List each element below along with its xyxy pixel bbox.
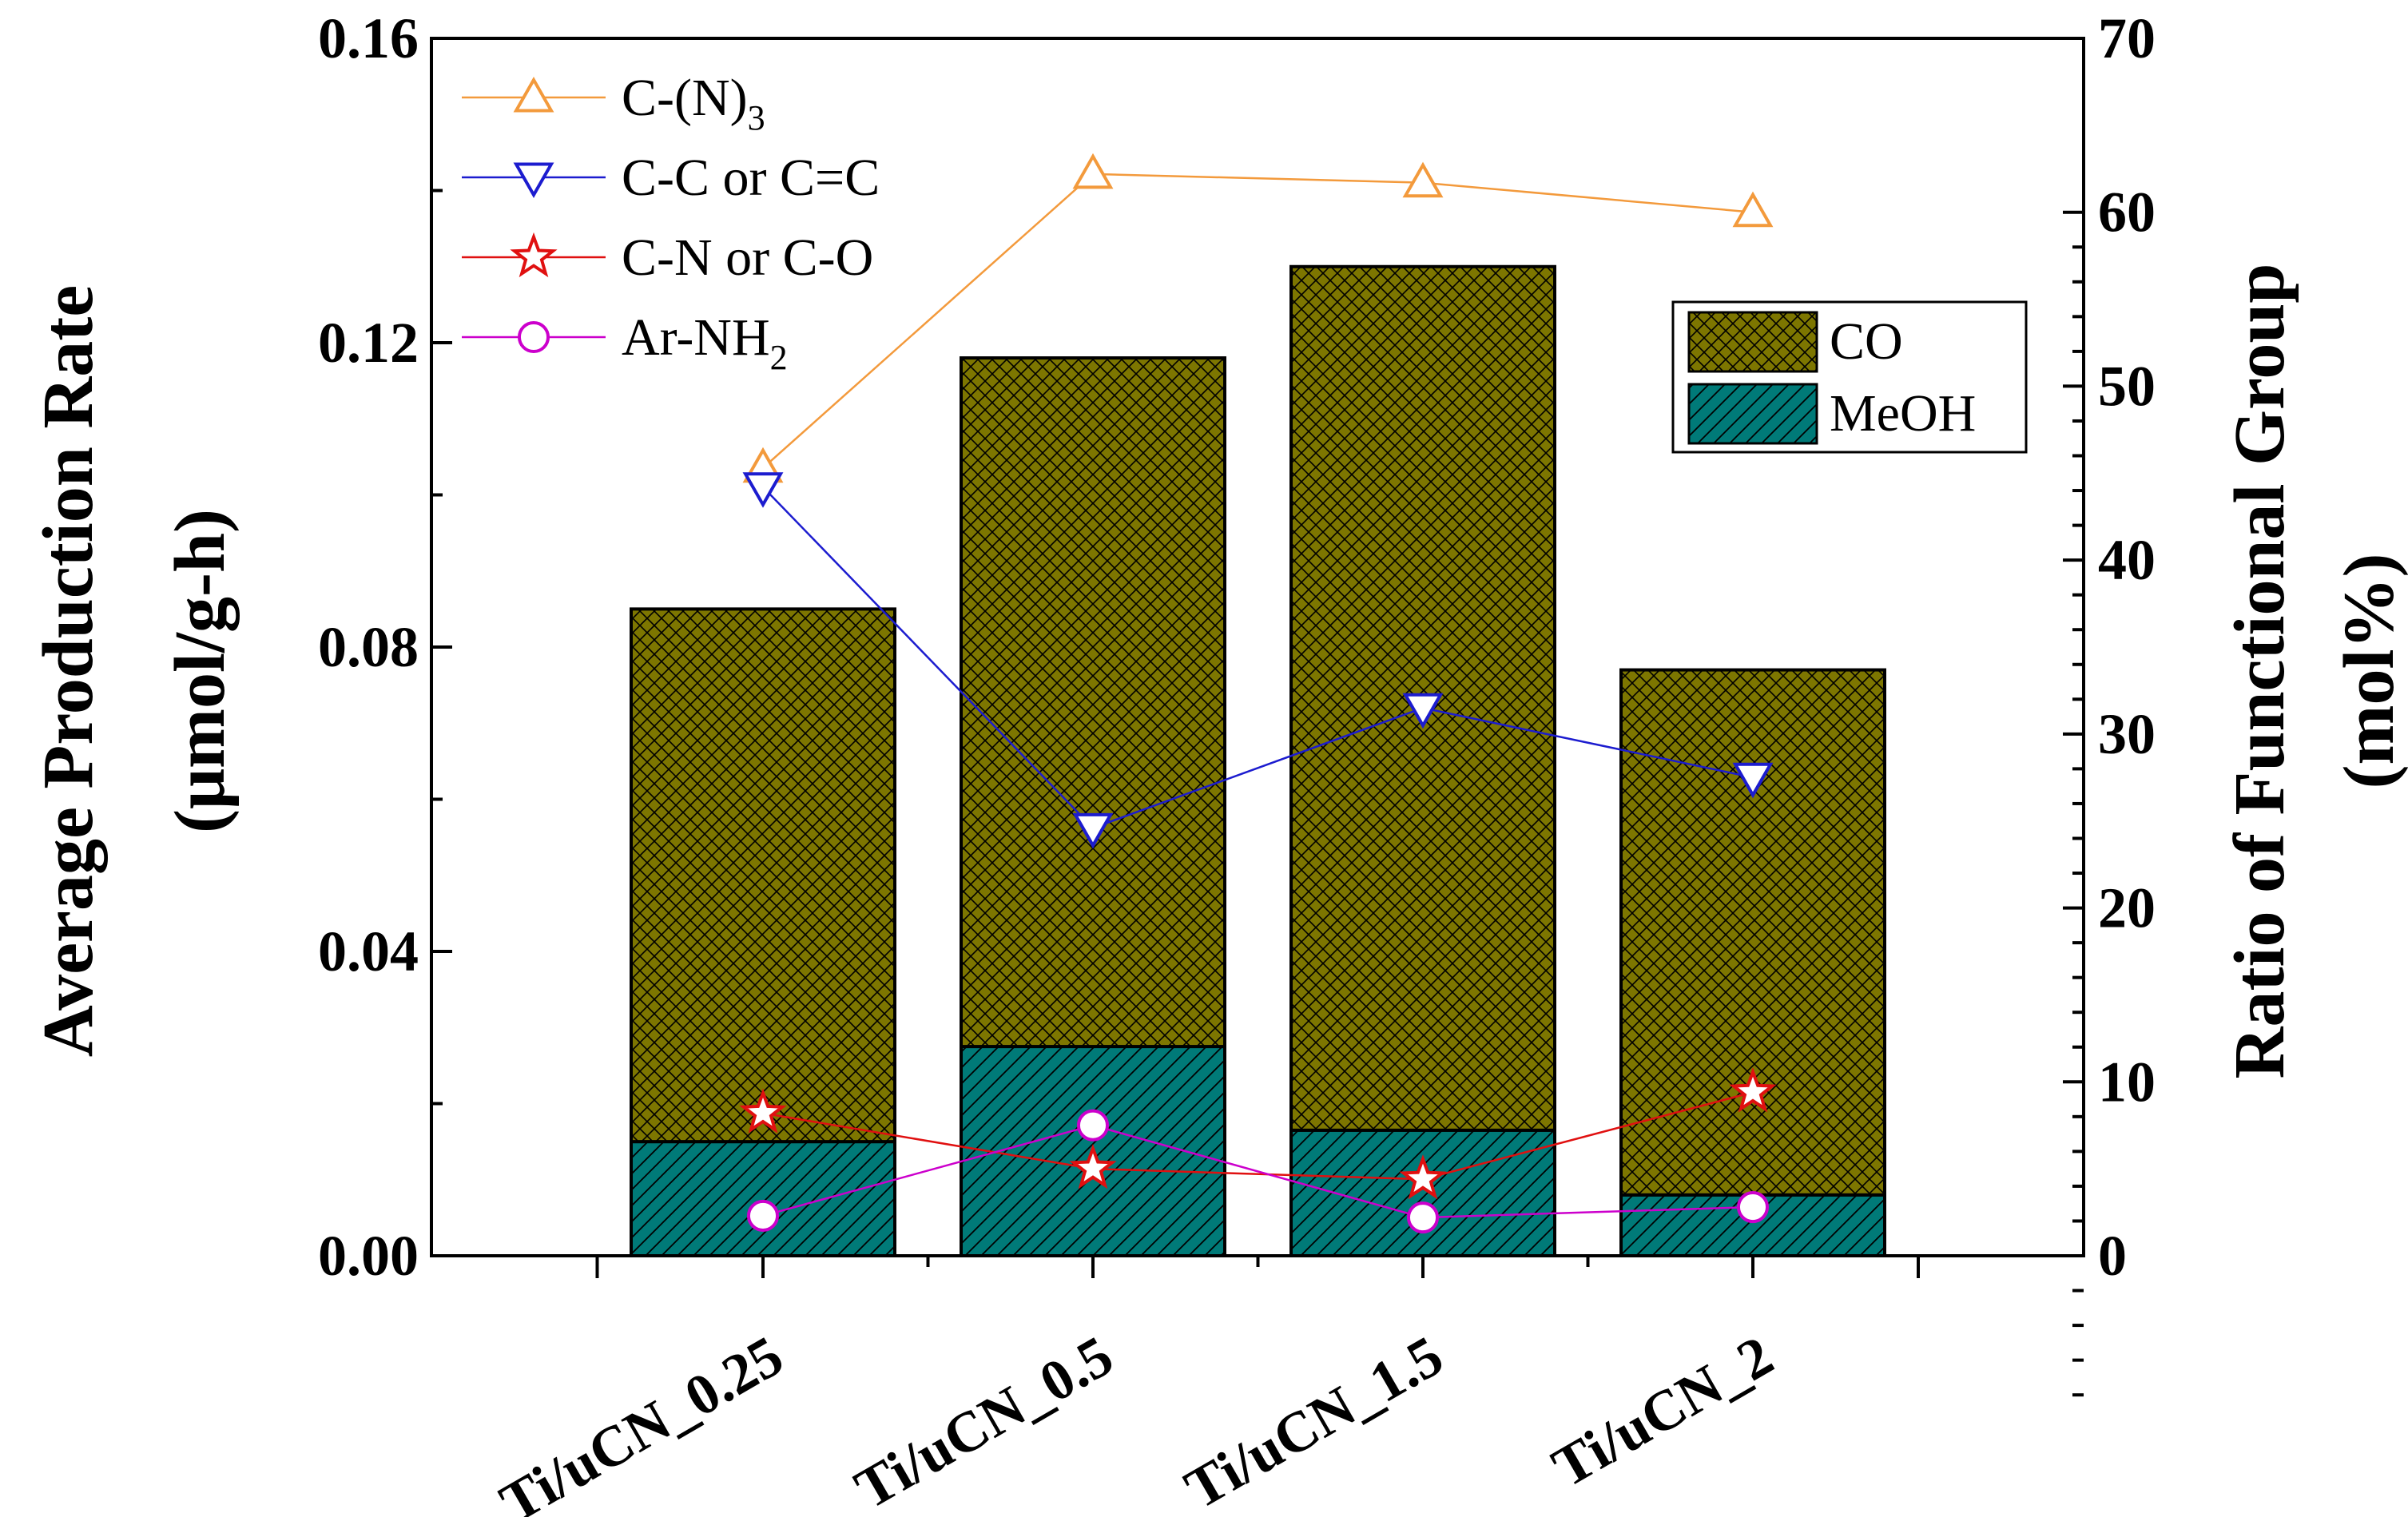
right-tick-label: 60 — [2098, 181, 2156, 244]
marker-triangle-up — [513, 76, 554, 113]
right-tick-label: 0 — [2098, 1224, 2127, 1288]
legend-label-subscript: 3 — [748, 98, 765, 137]
legend-swatch-co — [1687, 311, 1818, 373]
x-tick-label-3: Ti/uCN_2 — [1542, 1324, 1783, 1500]
left-tick-label: 0.16 — [318, 6, 419, 70]
marker-triangle-down — [1072, 812, 1114, 849]
legend-label-co: CO — [1830, 312, 1903, 371]
marker-star — [1399, 1154, 1447, 1200]
bar-meoh-2 — [1289, 1128, 1556, 1258]
marker-star — [739, 1088, 787, 1134]
right-tick-label: 10 — [2098, 1050, 2156, 1114]
right-tick-label: 20 — [2098, 876, 2156, 940]
right-axis-title-line2: (mol%) — [2330, 554, 2408, 789]
series-line-3 — [762, 1124, 1754, 1219]
right-axis-title-line1: Ratio of Functional Group — [2220, 264, 2299, 1079]
legend-label-2: C-N or C-O — [622, 228, 873, 287]
marker-circle — [517, 320, 550, 354]
marker-star — [510, 232, 558, 278]
marker-triangle-down — [1732, 762, 1774, 799]
x-tick-label-2: Ti/uCN_1.5 — [1174, 1324, 1453, 1517]
bar-co-1 — [960, 356, 1226, 1049]
left-tick-label: 0.04 — [318, 919, 419, 983]
legend-label-subscript: 2 — [770, 338, 788, 377]
legend-label-3: Ar-NH2 — [622, 308, 788, 377]
right-tick-label: 70 — [2098, 6, 2156, 70]
marker-triangle-up — [1732, 191, 1774, 228]
left-axis-title-line2: (μmol/g-h) — [161, 509, 240, 833]
marker-star — [1069, 1144, 1117, 1189]
right-tick-label: 40 — [2098, 528, 2156, 592]
series-line-1 — [762, 486, 1754, 829]
marker-triangle-down — [513, 162, 554, 199]
right-tick-label: 50 — [2098, 354, 2156, 418]
marker-circle — [746, 1199, 780, 1232]
bar-legend: CO MeOH — [1671, 300, 2028, 454]
bar-co-3 — [1619, 668, 1886, 1197]
line-legend: C-(N)3 C-C or C=C C-N or C-O Ar-NH2 — [462, 69, 880, 377]
x-tick-label-1: Ti/uCN_0.5 — [844, 1324, 1123, 1517]
line-series-group — [739, 153, 1777, 1234]
legend-label-0: C-(N)3 — [622, 69, 765, 137]
left-tick-label: 0.00 — [318, 1224, 419, 1288]
right-tick-label: 30 — [2098, 702, 2156, 766]
legend-label-1: C-C or C=C — [622, 149, 880, 207]
marker-triangle-down — [742, 472, 784, 508]
legend-label-meoh: MeOH — [1830, 384, 1976, 443]
series-line-0 — [762, 173, 1754, 469]
left-axis-title-line1: Average Production Rate — [29, 285, 108, 1057]
marker-triangle-up — [1402, 161, 1444, 198]
bar-co-0 — [630, 607, 896, 1144]
left-tick-label: 0.12 — [318, 311, 419, 375]
marker-circle — [1736, 1191, 1770, 1224]
marker-circle — [1076, 1109, 1110, 1142]
marker-triangle-down — [1402, 693, 1444, 729]
marker-triangle-up — [1072, 153, 1114, 189]
bar-meoh-0 — [630, 1140, 896, 1257]
series-line-2 — [762, 1091, 1754, 1181]
marker-circle — [1406, 1201, 1440, 1234]
legend-swatch-meoh — [1687, 383, 1818, 445]
marker-star — [1729, 1067, 1777, 1113]
left-tick-label: 0.08 — [318, 615, 419, 679]
x-tick-label-0: Ti/uCN_0.25 — [490, 1324, 793, 1517]
